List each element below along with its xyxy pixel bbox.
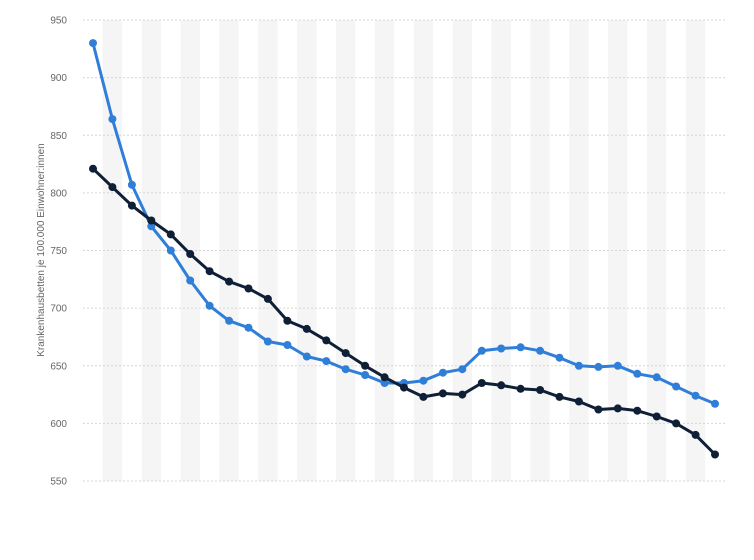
series-layer — [89, 39, 719, 459]
data-point — [283, 341, 292, 349]
data-point — [244, 284, 253, 293]
y-tick-label: 700 — [50, 304, 67, 315]
data-point — [477, 346, 486, 355]
data-point — [691, 391, 700, 400]
data-point — [244, 323, 253, 332]
data-point — [205, 301, 214, 310]
data-point — [633, 369, 642, 378]
y-tick-label: 800 — [50, 188, 67, 199]
data-point — [322, 357, 331, 366]
data-point — [263, 294, 272, 303]
data-point — [652, 373, 661, 382]
data-point — [516, 384, 525, 393]
data-point — [205, 267, 214, 276]
data-point — [438, 368, 447, 377]
data-point — [89, 164, 97, 173]
data-point — [594, 362, 603, 371]
data-point — [147, 216, 156, 225]
y-tick-label: 950 — [50, 16, 67, 27]
data-point — [108, 183, 117, 192]
data-point — [166, 230, 175, 239]
data-point — [108, 115, 117, 124]
y-tick-label: 750 — [50, 246, 67, 257]
data-point — [283, 316, 292, 325]
data-point — [186, 250, 195, 258]
data-point — [536, 346, 545, 355]
data-point — [672, 419, 681, 428]
data-point — [672, 382, 681, 391]
data-point — [400, 383, 408, 392]
data-point — [691, 430, 700, 439]
data-point — [613, 361, 622, 370]
data-point — [419, 392, 428, 401]
y-axis-ticks: 550 600 650 700 750 800 850 900 950 — [50, 16, 67, 488]
data-point — [341, 349, 350, 358]
data-point — [166, 246, 175, 255]
y-tick-label: 650 — [50, 361, 67, 372]
y-tick-label: 600 — [50, 419, 67, 430]
data-point — [302, 324, 311, 333]
data-point — [555, 353, 564, 362]
series-1 — [89, 39, 719, 408]
data-point — [322, 336, 331, 345]
data-point — [263, 337, 272, 346]
y-axis-title: Krankenhausbetten je 100.000 Einwohner:i… — [36, 143, 47, 357]
data-point — [127, 201, 136, 210]
data-point — [225, 316, 234, 325]
data-point — [497, 381, 506, 390]
data-point — [497, 344, 506, 353]
y-tick-label: 850 — [50, 131, 67, 142]
data-point — [574, 361, 583, 370]
y-tick-label: 900 — [50, 73, 67, 84]
data-point — [516, 343, 525, 352]
gridlines — [83, 19, 725, 482]
data-point — [361, 371, 370, 379]
data-point — [711, 450, 719, 459]
data-point — [127, 180, 136, 189]
data-point — [458, 365, 467, 374]
data-point — [633, 406, 642, 415]
data-point — [147, 222, 156, 231]
data-point — [613, 404, 622, 413]
data-point — [419, 376, 428, 385]
data-point — [380, 379, 389, 387]
data-point — [536, 386, 545, 394]
series-2 — [89, 164, 719, 459]
data-point — [341, 365, 350, 374]
data-point — [89, 39, 97, 48]
data-point — [225, 277, 234, 286]
data-point — [186, 276, 195, 285]
data-point — [574, 397, 583, 406]
data-point — [477, 379, 486, 387]
data-point — [380, 373, 389, 382]
data-point — [555, 392, 564, 401]
data-point — [361, 361, 370, 370]
data-point — [438, 389, 447, 398]
data-point — [594, 405, 603, 414]
data-point — [458, 390, 467, 399]
data-point — [652, 412, 661, 421]
data-point — [711, 399, 719, 408]
y-tick-label: 550 — [50, 477, 67, 488]
data-point — [302, 352, 311, 361]
